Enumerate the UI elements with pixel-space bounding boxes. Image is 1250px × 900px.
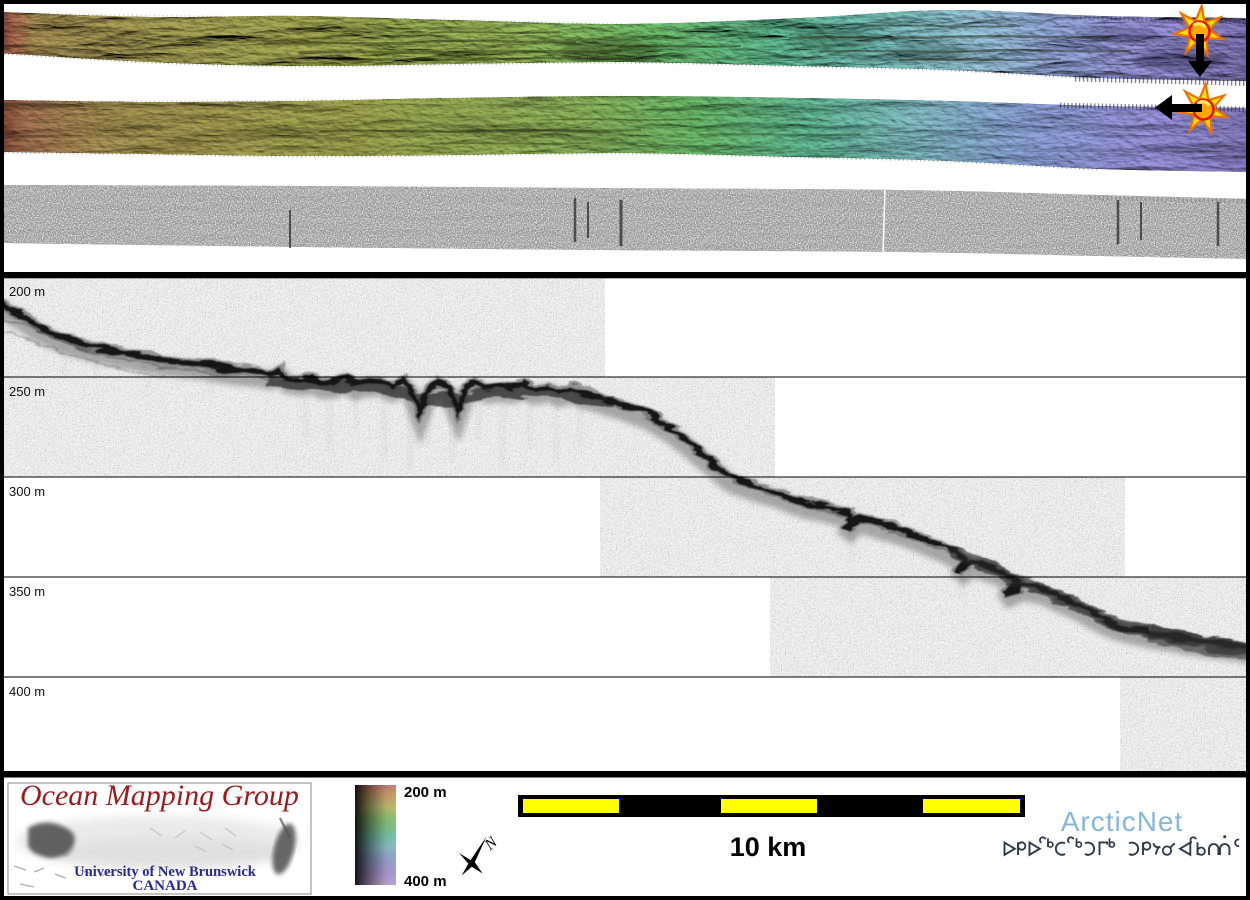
svg-text:250 m: 250 m [9,384,45,399]
svg-text:200 m: 200 m [9,284,45,299]
svg-text:350 m: 350 m [9,584,45,599]
svg-text:CANADA: CANADA [133,878,198,894]
svg-text:200 m: 200 m [404,784,447,801]
svg-text:10 km: 10 km [730,832,807,862]
svg-text:Ocean Mapping Group: Ocean Mapping Group [20,779,299,812]
svg-text:400 m: 400 m [9,684,45,699]
svg-text:400 m: 400 m [404,873,447,890]
svg-text:University of New Brunswick: University of New Brunswick [74,864,257,880]
svg-text:300 m: 300 m [9,484,45,499]
svg-text:ArcticNet: ArcticNet [1061,806,1184,837]
